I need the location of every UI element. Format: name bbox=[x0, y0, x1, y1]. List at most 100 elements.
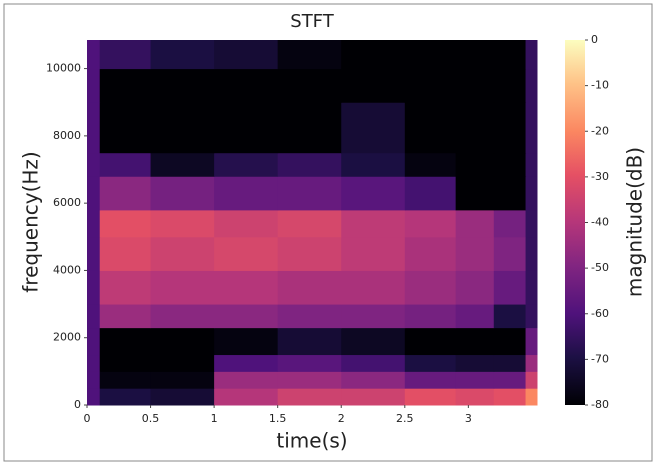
heat-cell bbox=[493, 40, 527, 70]
heat-cell bbox=[99, 270, 152, 305]
y-tick-label: 0 bbox=[74, 398, 81, 411]
heat-cell bbox=[99, 68, 152, 103]
colorbar-tick-label: -40 bbox=[591, 216, 609, 229]
heat-cell bbox=[87, 68, 101, 103]
heat-cell bbox=[404, 388, 457, 406]
heat-cell bbox=[455, 209, 495, 238]
colorbar-tick-label: -60 bbox=[591, 307, 609, 320]
heat-cell bbox=[150, 102, 215, 154]
heat-cell bbox=[150, 68, 215, 103]
heat-cell bbox=[493, 176, 527, 211]
heat-cell bbox=[493, 102, 527, 154]
heat-cell bbox=[455, 152, 495, 177]
heat-cell bbox=[341, 176, 406, 211]
heat-cell bbox=[99, 40, 152, 70]
colorbar-label: magnitude(dB) bbox=[623, 147, 647, 297]
heat-cell bbox=[277, 304, 342, 329]
heat-cell bbox=[87, 102, 101, 154]
heat-cell bbox=[455, 304, 495, 329]
heat-cell bbox=[277, 40, 342, 70]
heat-cell bbox=[99, 304, 152, 329]
heat-cell bbox=[277, 102, 342, 154]
heat-cell bbox=[455, 102, 495, 154]
heat-cell bbox=[150, 327, 215, 356]
heat-cell bbox=[214, 327, 279, 356]
heat-cell bbox=[525, 68, 538, 103]
heat-cell bbox=[455, 176, 495, 211]
heat-cell bbox=[493, 327, 527, 356]
x-tick-label: 0 bbox=[84, 412, 91, 425]
heat-cell bbox=[493, 388, 527, 406]
heat-cell bbox=[277, 388, 342, 406]
heat-cell bbox=[277, 371, 342, 389]
heat-cell bbox=[404, 236, 457, 271]
y-tick-label: 2000 bbox=[53, 331, 81, 344]
heat-cell bbox=[277, 68, 342, 103]
y-tick-label: 4000 bbox=[53, 263, 81, 276]
heat-cell bbox=[493, 152, 527, 177]
heat-cell bbox=[99, 354, 152, 372]
heat-cell bbox=[404, 270, 457, 305]
heat-cell bbox=[214, 176, 279, 211]
heat-cell bbox=[341, 354, 406, 372]
heat-cell bbox=[99, 209, 152, 238]
colorbar-tick-label: 0 bbox=[591, 33, 598, 46]
colorbar bbox=[565, 40, 585, 405]
heat-cell bbox=[455, 371, 495, 389]
heat-cell bbox=[214, 102, 279, 154]
x-tick-label: 1 bbox=[211, 412, 218, 425]
x-tick-label: 0.5 bbox=[142, 412, 160, 425]
heat-cell bbox=[455, 270, 495, 305]
x-axis-label: time(s) bbox=[276, 429, 347, 453]
heat-cell bbox=[99, 152, 152, 177]
heat-cell bbox=[87, 236, 101, 271]
y-axis-label: frequency(Hz) bbox=[19, 151, 43, 292]
heat-cell bbox=[525, 176, 538, 211]
heat-cell bbox=[341, 209, 406, 238]
heat-cell bbox=[404, 102, 457, 154]
heat-cell bbox=[493, 371, 527, 389]
y-tick-label: 10000 bbox=[46, 62, 81, 75]
heat-cell bbox=[150, 40, 215, 70]
heat-cell bbox=[214, 40, 279, 70]
colorbar-tick-label: -50 bbox=[591, 261, 609, 274]
heat-cell bbox=[525, 209, 538, 238]
heat-cell bbox=[277, 270, 342, 305]
x-tick-label: 1.5 bbox=[269, 412, 287, 425]
heat-cell bbox=[214, 388, 279, 406]
heat-cell bbox=[87, 270, 101, 305]
x-tick-label: 2.5 bbox=[396, 412, 414, 425]
heat-cell bbox=[341, 102, 406, 154]
heat-cell bbox=[150, 371, 215, 389]
heat-cell bbox=[493, 270, 527, 305]
heat-cell bbox=[87, 209, 101, 238]
heat-cell bbox=[341, 371, 406, 389]
heat-cell bbox=[99, 327, 152, 356]
heat-cell bbox=[455, 68, 495, 103]
y-tick-label: 6000 bbox=[53, 196, 81, 209]
heat-cell bbox=[493, 236, 527, 271]
heat-cell bbox=[87, 327, 101, 356]
heat-cell bbox=[150, 354, 215, 372]
heat-cell bbox=[404, 40, 457, 70]
heat-cell bbox=[493, 354, 527, 372]
heat-cell bbox=[150, 270, 215, 305]
heat-cell bbox=[525, 327, 538, 356]
heat-cell bbox=[150, 236, 215, 271]
heat-cell bbox=[87, 40, 101, 70]
heat-cell bbox=[150, 152, 215, 177]
heat-cell bbox=[455, 40, 495, 70]
heat-cell bbox=[341, 68, 406, 103]
heat-cell bbox=[525, 152, 538, 177]
heat-cell bbox=[214, 304, 279, 329]
heat-cell bbox=[214, 236, 279, 271]
x-tick-label: 2 bbox=[338, 412, 345, 425]
heat-cell bbox=[87, 371, 101, 389]
heat-cell bbox=[404, 68, 457, 103]
heat-cell bbox=[341, 327, 406, 356]
heat-cell bbox=[87, 176, 101, 211]
heat-cell bbox=[341, 40, 406, 70]
heat-cell bbox=[87, 304, 101, 329]
heat-cell bbox=[455, 236, 495, 271]
